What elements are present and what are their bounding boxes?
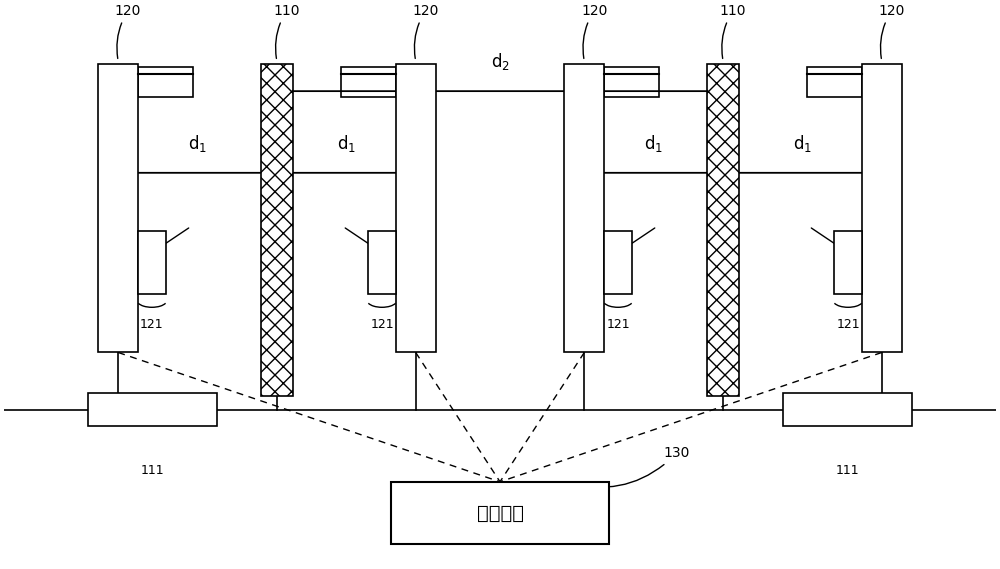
Text: d$_1$: d$_1$ (644, 133, 663, 154)
Text: 121: 121 (140, 319, 164, 332)
Bar (138, 67, 193, 97)
Bar (261, 64, 293, 396)
Text: d$_1$: d$_1$ (337, 133, 356, 154)
Bar (783, 393, 912, 426)
Text: d$_1$: d$_1$ (188, 133, 207, 154)
Text: 111: 111 (835, 464, 859, 477)
Text: 121: 121 (370, 319, 394, 332)
Text: d$_1$: d$_1$ (793, 133, 812, 154)
Bar (98, 64, 138, 352)
Bar (138, 232, 166, 294)
Text: d$_2$: d$_2$ (491, 51, 509, 72)
Bar (391, 482, 609, 545)
Text: 111: 111 (141, 464, 165, 477)
Bar (604, 232, 632, 294)
Bar (834, 232, 862, 294)
Bar (396, 64, 436, 352)
Text: 110: 110 (720, 3, 746, 59)
Bar (368, 232, 396, 294)
Text: 121: 121 (606, 319, 630, 332)
Text: 120: 120 (879, 3, 905, 59)
Bar (604, 67, 659, 97)
Text: 120: 120 (412, 3, 439, 59)
Bar (862, 64, 902, 352)
Text: 120: 120 (115, 3, 141, 59)
Bar (88, 393, 217, 426)
Bar (807, 67, 862, 97)
Bar (341, 67, 396, 97)
Bar (707, 64, 739, 396)
Text: 110: 110 (274, 3, 300, 59)
Text: 120: 120 (581, 3, 607, 59)
Bar (564, 64, 604, 352)
Text: 控制电路: 控制电路 (477, 504, 524, 522)
Text: 130: 130 (568, 446, 690, 487)
Text: 121: 121 (836, 319, 860, 332)
